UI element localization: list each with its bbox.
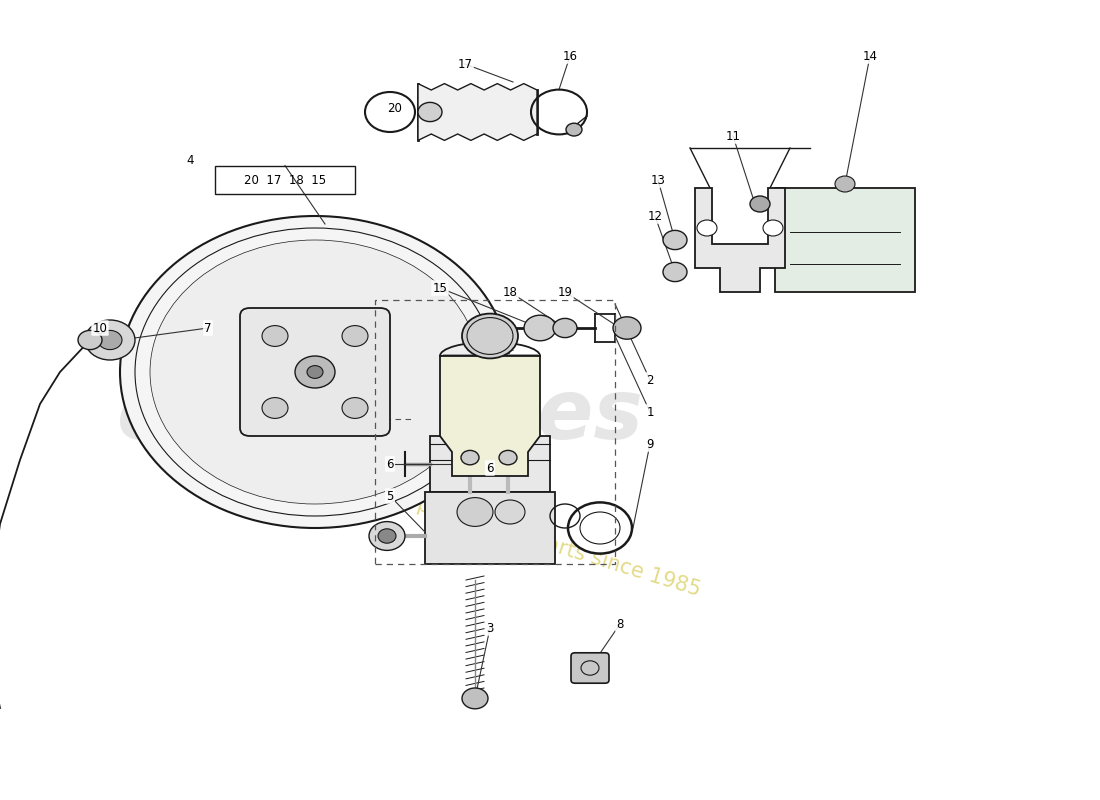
Circle shape bbox=[835, 176, 855, 192]
Polygon shape bbox=[418, 84, 537, 141]
Circle shape bbox=[763, 220, 783, 236]
Circle shape bbox=[524, 315, 556, 341]
Text: 2: 2 bbox=[647, 374, 653, 386]
Polygon shape bbox=[430, 436, 550, 492]
Text: 10: 10 bbox=[92, 322, 108, 334]
Text: 9: 9 bbox=[647, 438, 653, 450]
Circle shape bbox=[295, 356, 336, 388]
Circle shape bbox=[378, 529, 396, 543]
Circle shape bbox=[262, 398, 288, 418]
Circle shape bbox=[613, 317, 641, 339]
Text: 5: 5 bbox=[386, 490, 394, 502]
Circle shape bbox=[368, 522, 405, 550]
Text: 19: 19 bbox=[558, 286, 572, 298]
Text: 4: 4 bbox=[186, 154, 194, 166]
Text: 20: 20 bbox=[387, 102, 403, 114]
Circle shape bbox=[418, 102, 442, 122]
Circle shape bbox=[495, 500, 525, 524]
Text: 3: 3 bbox=[486, 622, 494, 634]
Text: 15: 15 bbox=[432, 282, 448, 294]
Text: 6: 6 bbox=[386, 458, 394, 470]
Circle shape bbox=[98, 330, 122, 350]
Circle shape bbox=[462, 314, 518, 358]
FancyBboxPatch shape bbox=[571, 653, 609, 683]
Circle shape bbox=[566, 123, 582, 136]
Polygon shape bbox=[440, 356, 540, 476]
Text: 13: 13 bbox=[650, 174, 666, 186]
Text: 11: 11 bbox=[726, 130, 740, 142]
Polygon shape bbox=[425, 492, 556, 564]
Circle shape bbox=[342, 326, 369, 346]
FancyBboxPatch shape bbox=[240, 308, 390, 436]
FancyBboxPatch shape bbox=[776, 188, 915, 292]
Circle shape bbox=[342, 398, 369, 418]
Circle shape bbox=[553, 318, 578, 338]
Circle shape bbox=[78, 330, 102, 350]
Circle shape bbox=[262, 326, 288, 346]
Circle shape bbox=[120, 216, 510, 528]
Text: a passion for parts since 1985: a passion for parts since 1985 bbox=[396, 488, 704, 600]
Polygon shape bbox=[695, 188, 785, 292]
Circle shape bbox=[499, 450, 517, 465]
Circle shape bbox=[150, 240, 480, 504]
Text: 20  17  18  15: 20 17 18 15 bbox=[244, 174, 326, 186]
Text: 18: 18 bbox=[503, 286, 517, 298]
Circle shape bbox=[663, 230, 688, 250]
Circle shape bbox=[697, 220, 717, 236]
Circle shape bbox=[307, 366, 323, 378]
Circle shape bbox=[85, 320, 135, 360]
Text: 7: 7 bbox=[205, 322, 211, 334]
Text: 14: 14 bbox=[862, 50, 878, 62]
Circle shape bbox=[456, 498, 493, 526]
Text: 8: 8 bbox=[616, 618, 624, 630]
Circle shape bbox=[461, 450, 478, 465]
Text: 1: 1 bbox=[647, 406, 653, 418]
Circle shape bbox=[135, 228, 495, 516]
Circle shape bbox=[750, 196, 770, 212]
Text: eurospares: eurospares bbox=[117, 375, 644, 457]
Text: 16: 16 bbox=[562, 50, 578, 62]
Text: 17: 17 bbox=[458, 58, 473, 70]
Circle shape bbox=[462, 688, 488, 709]
Circle shape bbox=[663, 262, 688, 282]
Text: 6: 6 bbox=[486, 462, 494, 474]
Text: 12: 12 bbox=[648, 210, 662, 222]
